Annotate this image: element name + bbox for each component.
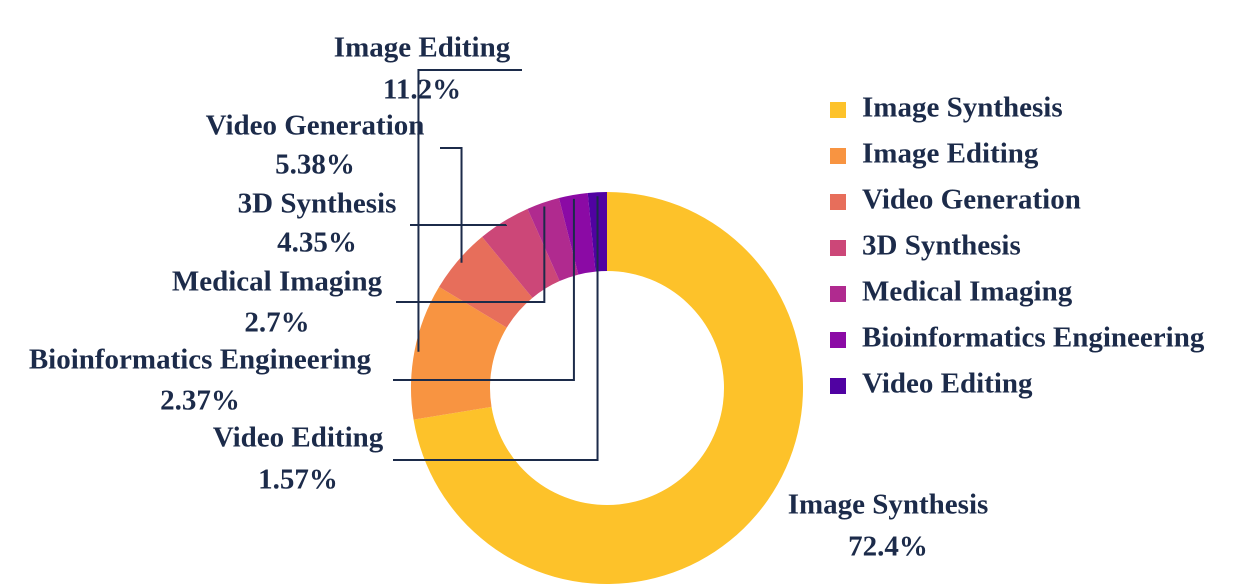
legend-label: 3D Synthesis (862, 230, 1021, 262)
legend-label: Video Editing (862, 368, 1033, 400)
donut-slice (558, 192, 596, 275)
slice-value: 11.2% (383, 74, 461, 106)
legend-swatch (830, 286, 846, 302)
legend-swatch (830, 240, 846, 256)
slice-label: 3D Synthesis (238, 188, 397, 220)
legend-swatch (830, 194, 846, 210)
slice-value: 5.38% (275, 149, 355, 181)
leader-line (417, 69, 522, 352)
legend-label: Image Synthesis (862, 92, 1063, 124)
leader-line (440, 147, 463, 263)
slice-label: Image Editing (334, 32, 511, 64)
slice-label: Video Generation (206, 110, 425, 142)
legend-swatch (830, 102, 846, 118)
slice-label: Bioinformatics Engineering (29, 344, 372, 376)
slice-value: 4.35% (277, 227, 357, 259)
slice-label: Video Editing (213, 422, 384, 454)
slice-value: 1.57% (258, 464, 338, 496)
donut-slice (411, 286, 507, 420)
slice-value: 2.37% (160, 385, 240, 417)
legend-label: Medical Imaging (862, 276, 1073, 308)
slice-value: 2.7% (244, 307, 309, 339)
donut-slice (413, 192, 803, 584)
donut-slice (482, 208, 560, 298)
legend-label: Image Editing (862, 138, 1039, 170)
legend-swatch (830, 332, 846, 348)
slice-label: Medical Imaging (172, 266, 383, 298)
legend-swatch (830, 148, 846, 164)
leader-line (393, 198, 575, 381)
donut-slice (527, 197, 579, 282)
slice-label: Image Synthesis (788, 489, 989, 521)
leader-line (393, 196, 599, 461)
legend-swatch (830, 378, 846, 394)
leader-line (396, 206, 546, 303)
slice-value: 72.4% (848, 531, 928, 563)
legend-label: Bioinformatics Engineering (862, 322, 1205, 354)
legend-label: Video Generation (862, 184, 1081, 216)
